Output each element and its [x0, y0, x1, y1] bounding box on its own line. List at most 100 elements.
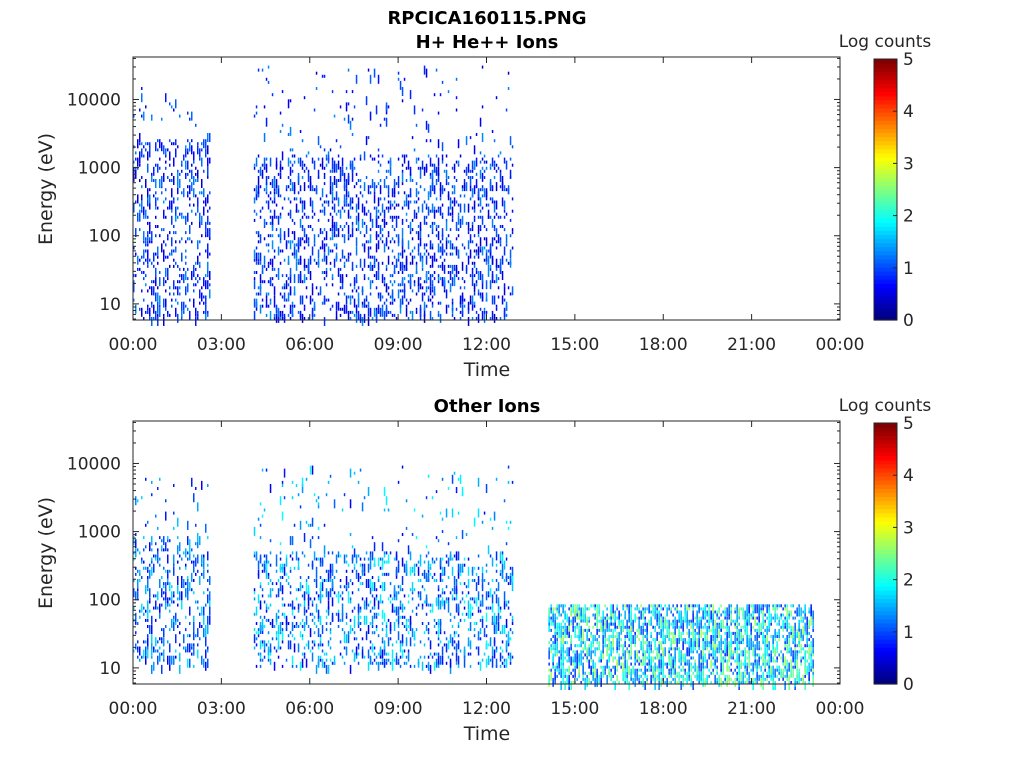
- spectrogram-cell: [455, 585, 458, 595]
- spectrogram-cell: [157, 526, 159, 530]
- spectrogram-cell: [269, 191, 272, 195]
- spectrogram-cell: [431, 560, 434, 564]
- spectrogram-cell: [139, 307, 141, 311]
- spectrogram-cell: [267, 618, 270, 622]
- spectrogram-cell: [135, 631, 137, 635]
- spectrogram-cell: [327, 591, 330, 601]
- spectrogram-cell: [379, 646, 382, 656]
- spectrogram-cell: [457, 563, 460, 573]
- spectrogram-cell: [279, 622, 282, 631]
- spectrogram-cell: [473, 185, 476, 195]
- spectrogram-cell: [181, 237, 183, 241]
- spectrogram-cell: [321, 582, 324, 592]
- spectrogram-cell: [473, 628, 476, 632]
- spectrogram-cell: [646, 622, 648, 632]
- spectrogram-cell: [341, 234, 344, 238]
- spectrogram-cell: [317, 618, 320, 622]
- spectrogram-cell: [301, 200, 304, 204]
- spectrogram-cell: [255, 246, 258, 250]
- spectrogram-cell: [341, 612, 344, 622]
- spectrogram-cell: [558, 622, 560, 632]
- spectrogram-cell: [289, 182, 292, 186]
- spectrogram-cell: [441, 530, 444, 533]
- spectrogram-cell: [339, 169, 342, 173]
- spectrogram-cell: [429, 157, 432, 167]
- spectrogram-cell: [467, 301, 470, 311]
- spectrogram-cell: [654, 625, 656, 629]
- spectrogram-cell: [179, 114, 181, 118]
- spectrogram-cell: [552, 622, 554, 626]
- spectrogram-cell: [483, 652, 486, 656]
- spectrogram-cell: [263, 649, 266, 653]
- spectrogram-cell: [509, 628, 512, 632]
- spectrogram-cell: [481, 157, 484, 161]
- y-axis-label: Energy (eV): [35, 133, 57, 245]
- spectrogram-cell: [185, 240, 187, 244]
- spectrogram-cell: [325, 274, 328, 278]
- spectrogram-cell: [339, 274, 342, 284]
- spectrogram-cell: [459, 572, 462, 576]
- spectrogram-cell: [628, 653, 630, 657]
- spectrogram-cell: [415, 310, 418, 314]
- spectrogram-cell: [439, 255, 442, 259]
- spectrogram-cell: [151, 615, 153, 625]
- spectrogram-cell: [409, 172, 412, 182]
- spectrogram-cell: [399, 261, 402, 271]
- spectrogram-cell: [453, 554, 456, 558]
- spectrogram-cell: [181, 212, 183, 216]
- spectrogram-cell: [481, 310, 484, 320]
- spectrogram-cell: [207, 133, 209, 142]
- spectrogram-cell: [415, 160, 418, 164]
- spectrogram-cell: [503, 591, 506, 601]
- spectrogram-cell: [664, 662, 666, 666]
- spectrogram-cell: [323, 579, 326, 582]
- spectrogram-cell: [361, 203, 364, 213]
- spectrogram-cell: [491, 658, 494, 668]
- spectrogram-cell: [331, 200, 334, 204]
- spectrogram-cell: [279, 160, 282, 164]
- spectrogram-cell: [183, 310, 185, 314]
- spectrogram-cell: [650, 604, 652, 608]
- spectrogram-cell: [636, 668, 638, 672]
- spectrogram-cell: [495, 267, 498, 271]
- spectrogram-cell: [307, 185, 310, 189]
- spectrogram-cell: [355, 228, 358, 232]
- spectrogram-cell: [431, 295, 434, 299]
- spectrogram-cell: [495, 317, 498, 320]
- spectrogram-cell: [273, 661, 276, 671]
- spectrogram-cell: [319, 145, 322, 149]
- spectrogram-cell: [481, 194, 484, 198]
- spectrogram-cell: [313, 160, 316, 170]
- spectrogram-cell: [449, 228, 452, 232]
- spectrogram-cell: [495, 563, 498, 567]
- spectrogram-cell: [167, 582, 169, 586]
- spectrogram-cell: [439, 264, 442, 268]
- spectrogram-cell: [588, 625, 590, 629]
- spectrogram-cell: [471, 606, 474, 610]
- spectrogram-cell: [137, 212, 139, 222]
- spectrogram-cell: [449, 612, 452, 616]
- spectrogram-cell: [197, 569, 199, 573]
- spectrogram-cell: [271, 637, 274, 641]
- spectrogram-cell: [331, 218, 334, 228]
- spectrogram-cell: [203, 569, 205, 579]
- spectrogram-cell: [147, 588, 149, 592]
- spectrogram-cell: [267, 176, 270, 179]
- spectrogram-cell: [175, 231, 177, 235]
- spectrogram-cell: [281, 585, 284, 595]
- spectrogram-cell: [151, 117, 153, 121]
- spectrogram-cell: [303, 655, 306, 659]
- spectrogram-cell: [574, 607, 576, 617]
- colorbar-swatch: [874, 169, 897, 174]
- spectrogram-cell: [333, 576, 336, 579]
- spectrogram-cell: [475, 280, 478, 284]
- spectrogram-cell: [195, 307, 197, 317]
- spectrogram-cell: [195, 634, 197, 638]
- spectrogram-cell: [345, 585, 348, 589]
- spectrogram-cell: [357, 221, 360, 231]
- colorbar-swatch: [874, 250, 897, 256]
- spectrogram-cell: [351, 117, 354, 121]
- spectrogram-cell: [351, 609, 354, 613]
- spectrogram-cell: [618, 644, 620, 648]
- spectrogram-cell: [439, 188, 442, 198]
